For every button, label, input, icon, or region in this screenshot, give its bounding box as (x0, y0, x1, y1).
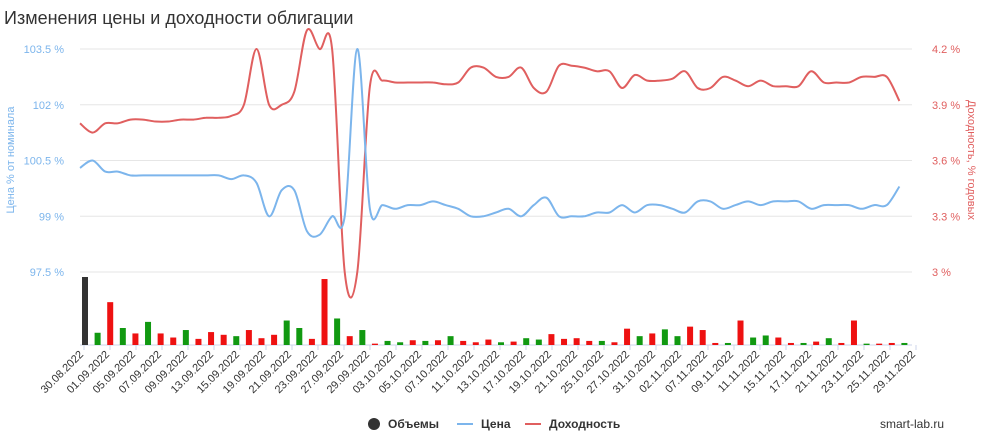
y-right-tick-label: 4.2 % (932, 44, 960, 56)
volume-bar (876, 343, 883, 345)
y-right-tick-label: 3.9 % (932, 100, 960, 112)
legend-yield-marker (525, 423, 541, 425)
legend-price-marker (457, 423, 473, 425)
volume-bar (888, 342, 895, 345)
volume-bar (850, 320, 857, 345)
volume-bar (245, 330, 252, 345)
volume-bar (434, 340, 441, 345)
volume-bar (422, 340, 429, 345)
volume-bar (586, 340, 593, 345)
y-right-tick-label: 3.6 % (932, 156, 960, 168)
volume-bars (82, 277, 908, 345)
y-right-tick-label: 3.3 % (932, 211, 960, 223)
volume-bar (712, 342, 719, 345)
chart-title: Изменения цены и доходности облигации (4, 8, 354, 28)
volume-bar (283, 320, 290, 345)
legend-item-price[interactable]: Цена (457, 417, 511, 431)
volume-bar (813, 341, 820, 345)
volume-bar (359, 330, 366, 345)
volume-bar (825, 338, 832, 345)
volume-bar (787, 342, 794, 345)
y-right-axis: 4.2 % 3.9 % 3.6 % 3.3 % 3 % Доходность, % год… (932, 44, 977, 279)
volume-bar (624, 328, 631, 345)
y-left-tick-label: 97.5 % (30, 267, 64, 279)
volume-bar (397, 342, 404, 345)
y-left-axis: 103.5 % 102 % 100.5 % 99 % 97.5 % Цена % от н… (5, 44, 64, 279)
volume-bar (233, 336, 240, 345)
volume-bar (119, 328, 126, 345)
volume-bar (182, 330, 189, 345)
y-left-tick-label: 103.5 % (24, 44, 65, 56)
volume-bar (775, 337, 782, 345)
volume-bar (561, 338, 568, 345)
volume-bar (308, 338, 315, 345)
volume-bar (750, 337, 757, 345)
volume-bar (321, 279, 328, 345)
volume-bar (800, 342, 807, 345)
volume-bar (371, 343, 378, 345)
legend-yield-label: Доходность (549, 417, 621, 431)
grid-lines (80, 48, 912, 346)
volume-bar (737, 320, 744, 345)
volume-bar (296, 328, 303, 345)
volume-bar (485, 339, 492, 345)
volume-bar (220, 334, 227, 345)
volume-bar (195, 338, 202, 345)
bond-price-yield-chart: 103.5 % 102 % 100.5 % 99 % 97.5 % Цена % от н… (5, 28, 977, 396)
volume-bar (334, 318, 341, 345)
legend-item-volume[interactable]: Объемы (368, 417, 439, 431)
volume-bar (82, 277, 88, 345)
y-left-tick-label: 100.5 % (24, 156, 65, 168)
x-axis: 30.08.202201.09.202205.09.202207.09.2022… (39, 345, 918, 396)
volume-bar (510, 341, 517, 345)
volume-bar (523, 338, 530, 345)
volume-bar (447, 336, 454, 345)
volume-bar (863, 343, 870, 345)
legend-volume-marker (368, 418, 380, 430)
y-right-axis-title: Доходность, % годовых (965, 100, 977, 221)
volume-bar (384, 340, 391, 345)
volume-bar (762, 335, 769, 345)
credit-link[interactable]: smart-lab.ru (879, 417, 944, 431)
volume-bar (699, 330, 706, 345)
legend-price-label: Цена (481, 417, 511, 431)
volume-bar (472, 342, 479, 345)
volume-bar (724, 342, 731, 345)
volume-bar (94, 332, 101, 345)
volume-bar (157, 333, 164, 345)
volume-bar (107, 302, 114, 345)
volume-bar (573, 338, 580, 345)
volume-bar (271, 334, 278, 345)
volume-bar (258, 338, 265, 345)
volume-bar (460, 340, 467, 345)
y-left-axis-title: Цена % от номинала (5, 106, 17, 214)
volume-bar (674, 336, 681, 345)
legend-item-yield[interactable]: Доходность (525, 417, 620, 431)
y-left-tick-label: 99 % (39, 211, 64, 223)
volume-bar (170, 337, 177, 345)
price-line (79, 47, 901, 238)
volume-bar (838, 342, 845, 345)
volume-bar (548, 334, 555, 345)
series-lines (79, 28, 901, 299)
volume-bar (409, 340, 416, 345)
volume-bar (636, 336, 643, 345)
volume-bar (901, 342, 908, 345)
yield-line (79, 28, 901, 299)
volume-bar (346, 336, 353, 345)
volume-bar (208, 332, 215, 345)
volume-bar (611, 342, 618, 345)
volume-bar (498, 342, 504, 345)
y-left-tick-label: 102 % (33, 100, 64, 112)
volume-bar (145, 321, 152, 345)
volume-bar (598, 340, 605, 345)
volume-bar (687, 326, 694, 345)
legend-volume-label: Объемы (388, 417, 439, 431)
legend: Объемы Цена Доходность (0, 417, 982, 435)
y-right-tick-label: 3 % (932, 267, 951, 279)
volume-bar (535, 339, 542, 345)
volume-bar (649, 333, 656, 345)
volume-bar (661, 329, 668, 345)
volume-bar (132, 333, 139, 345)
